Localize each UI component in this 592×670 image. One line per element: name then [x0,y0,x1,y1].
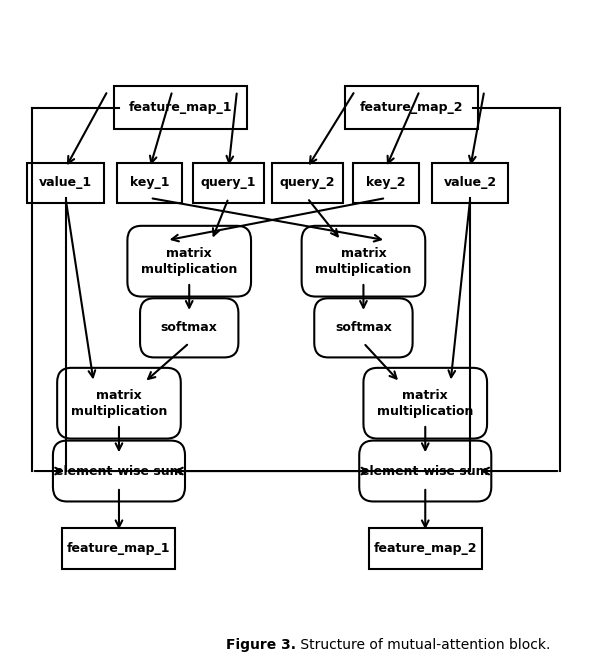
FancyBboxPatch shape [369,527,482,569]
Text: matrix
multiplication: matrix multiplication [377,389,474,417]
FancyBboxPatch shape [27,163,104,202]
Text: feature_map_2: feature_map_2 [359,101,463,114]
Text: feature_map_2: feature_map_2 [374,541,477,555]
FancyBboxPatch shape [114,86,247,129]
FancyBboxPatch shape [345,86,478,129]
FancyBboxPatch shape [301,226,425,297]
FancyBboxPatch shape [353,163,419,202]
Text: key_1: key_1 [130,176,170,190]
Text: softmax: softmax [335,322,392,334]
FancyBboxPatch shape [53,441,185,501]
Text: matrix
multiplication: matrix multiplication [316,247,411,275]
Text: feature_map_1: feature_map_1 [129,101,233,114]
Text: query_1: query_1 [201,176,256,190]
FancyBboxPatch shape [272,163,343,202]
Text: value_1: value_1 [39,176,92,190]
Text: Figure 3.: Figure 3. [226,638,296,651]
Text: query_2: query_2 [279,176,335,190]
Text: key_2: key_2 [366,176,406,190]
FancyBboxPatch shape [57,368,181,439]
Text: feature_map_1: feature_map_1 [67,541,170,555]
Text: element-wise sum: element-wise sum [362,464,489,478]
Text: Structure of mutual-attention block.: Structure of mutual-attention block. [296,638,551,651]
Text: softmax: softmax [161,322,218,334]
Text: value_2: value_2 [443,176,497,190]
FancyBboxPatch shape [63,527,175,569]
FancyBboxPatch shape [140,298,239,357]
Text: matrix
multiplication: matrix multiplication [71,389,167,417]
FancyBboxPatch shape [314,298,413,357]
Text: element-wise sum: element-wise sum [55,464,183,478]
FancyBboxPatch shape [359,441,491,501]
FancyBboxPatch shape [127,226,251,297]
FancyBboxPatch shape [117,163,182,202]
Text: matrix
multiplication: matrix multiplication [141,247,237,275]
FancyBboxPatch shape [193,163,264,202]
FancyBboxPatch shape [363,368,487,439]
FancyBboxPatch shape [432,163,509,202]
